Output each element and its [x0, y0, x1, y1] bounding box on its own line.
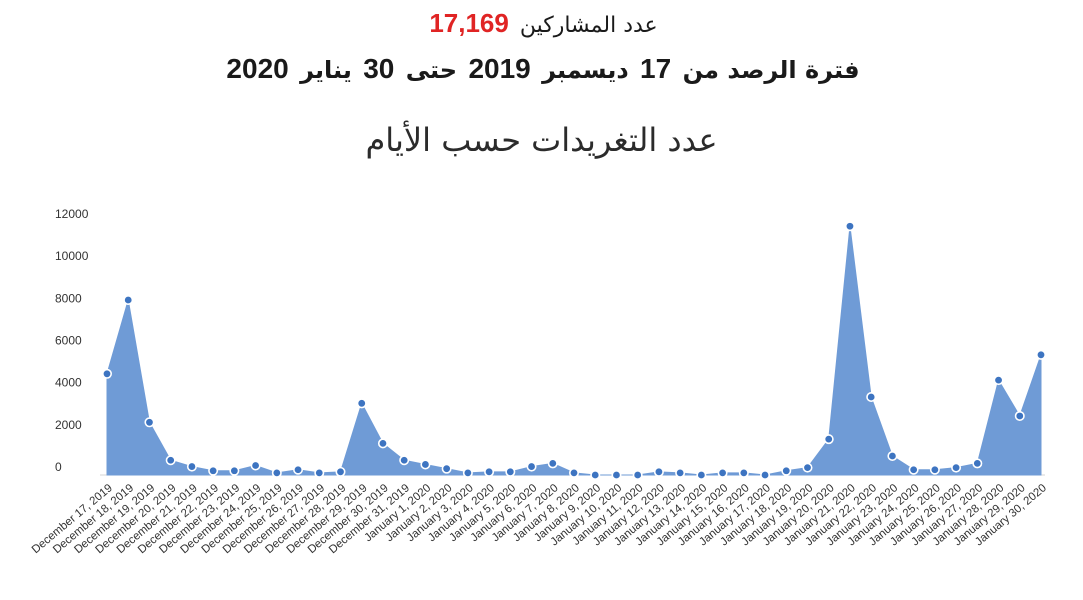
data-point — [335, 466, 346, 477]
data-point — [908, 464, 919, 475]
period-start-day: 17 — [640, 53, 672, 84]
data-point — [590, 469, 601, 480]
data-point — [165, 455, 176, 466]
data-point — [611, 469, 622, 480]
data-point — [568, 467, 579, 478]
data-point — [484, 466, 495, 477]
data-point — [399, 455, 410, 466]
data-point — [738, 467, 749, 478]
data-point — [505, 466, 516, 477]
data-point — [123, 295, 134, 306]
y-tick-label: 6000 — [55, 334, 82, 348]
data-point — [314, 467, 325, 478]
data-point — [271, 467, 282, 478]
data-point — [866, 391, 877, 402]
data-point — [887, 451, 898, 462]
period-to: حتى — [405, 56, 458, 84]
y-tick-label: 8000 — [55, 291, 82, 305]
data-point — [823, 434, 834, 445]
data-point — [972, 458, 983, 469]
chart-title: عدد التغريدات حسب الأيام — [365, 121, 718, 159]
data-point — [356, 398, 367, 409]
participants-heading: عدد المشاركين 17,169 — [0, 8, 1083, 41]
data-point — [186, 461, 197, 472]
data-point — [717, 467, 728, 478]
data-point — [951, 462, 962, 473]
period-prefix: فترة الرصد من — [682, 56, 860, 84]
period-end-year: 2020 — [226, 53, 289, 84]
data-point — [993, 375, 1004, 386]
y-tick-label: 12000 — [55, 207, 89, 221]
data-point — [1036, 349, 1047, 360]
data-point — [144, 417, 155, 428]
participants-label: عدد المشاركين — [519, 13, 658, 38]
data-point — [102, 368, 113, 379]
area-series — [106, 226, 1042, 476]
y-tick-label: 0 — [55, 460, 62, 474]
data-point — [802, 462, 813, 473]
data-point — [420, 459, 431, 470]
data-point — [229, 465, 240, 476]
data-point — [250, 460, 261, 471]
data-point — [462, 467, 473, 478]
data-point — [760, 469, 771, 480]
data-point — [208, 465, 219, 476]
period-end-month: يناير — [300, 56, 352, 84]
data-point — [929, 464, 940, 475]
data-point — [547, 458, 558, 469]
data-point — [675, 467, 686, 478]
period-start-month: ديسمبر — [542, 56, 629, 84]
data-point — [377, 438, 388, 449]
period-start-year: 2019 — [468, 53, 531, 84]
data-point — [526, 461, 537, 472]
period-heading: فترة الرصد من 17 ديسمبر 2019 حتى 30 يناي… — [0, 52, 1083, 87]
data-point — [293, 464, 304, 475]
y-tick-label: 4000 — [55, 376, 82, 390]
y-tick-label: 10000 — [55, 249, 89, 263]
data-point — [653, 466, 664, 477]
y-tick-label: 2000 — [55, 418, 82, 432]
y-axis: 0 2000 4000 6000 8000 10000 12000 — [55, 207, 89, 474]
participants-count: 17,169 — [429, 8, 509, 38]
data-point — [696, 469, 707, 480]
period-end-day: 30 — [363, 53, 395, 84]
data-point — [1014, 410, 1025, 421]
data-points — [102, 221, 1047, 480]
data-point — [781, 465, 792, 476]
data-point — [844, 221, 855, 232]
data-point — [632, 469, 643, 480]
data-point — [441, 463, 452, 474]
